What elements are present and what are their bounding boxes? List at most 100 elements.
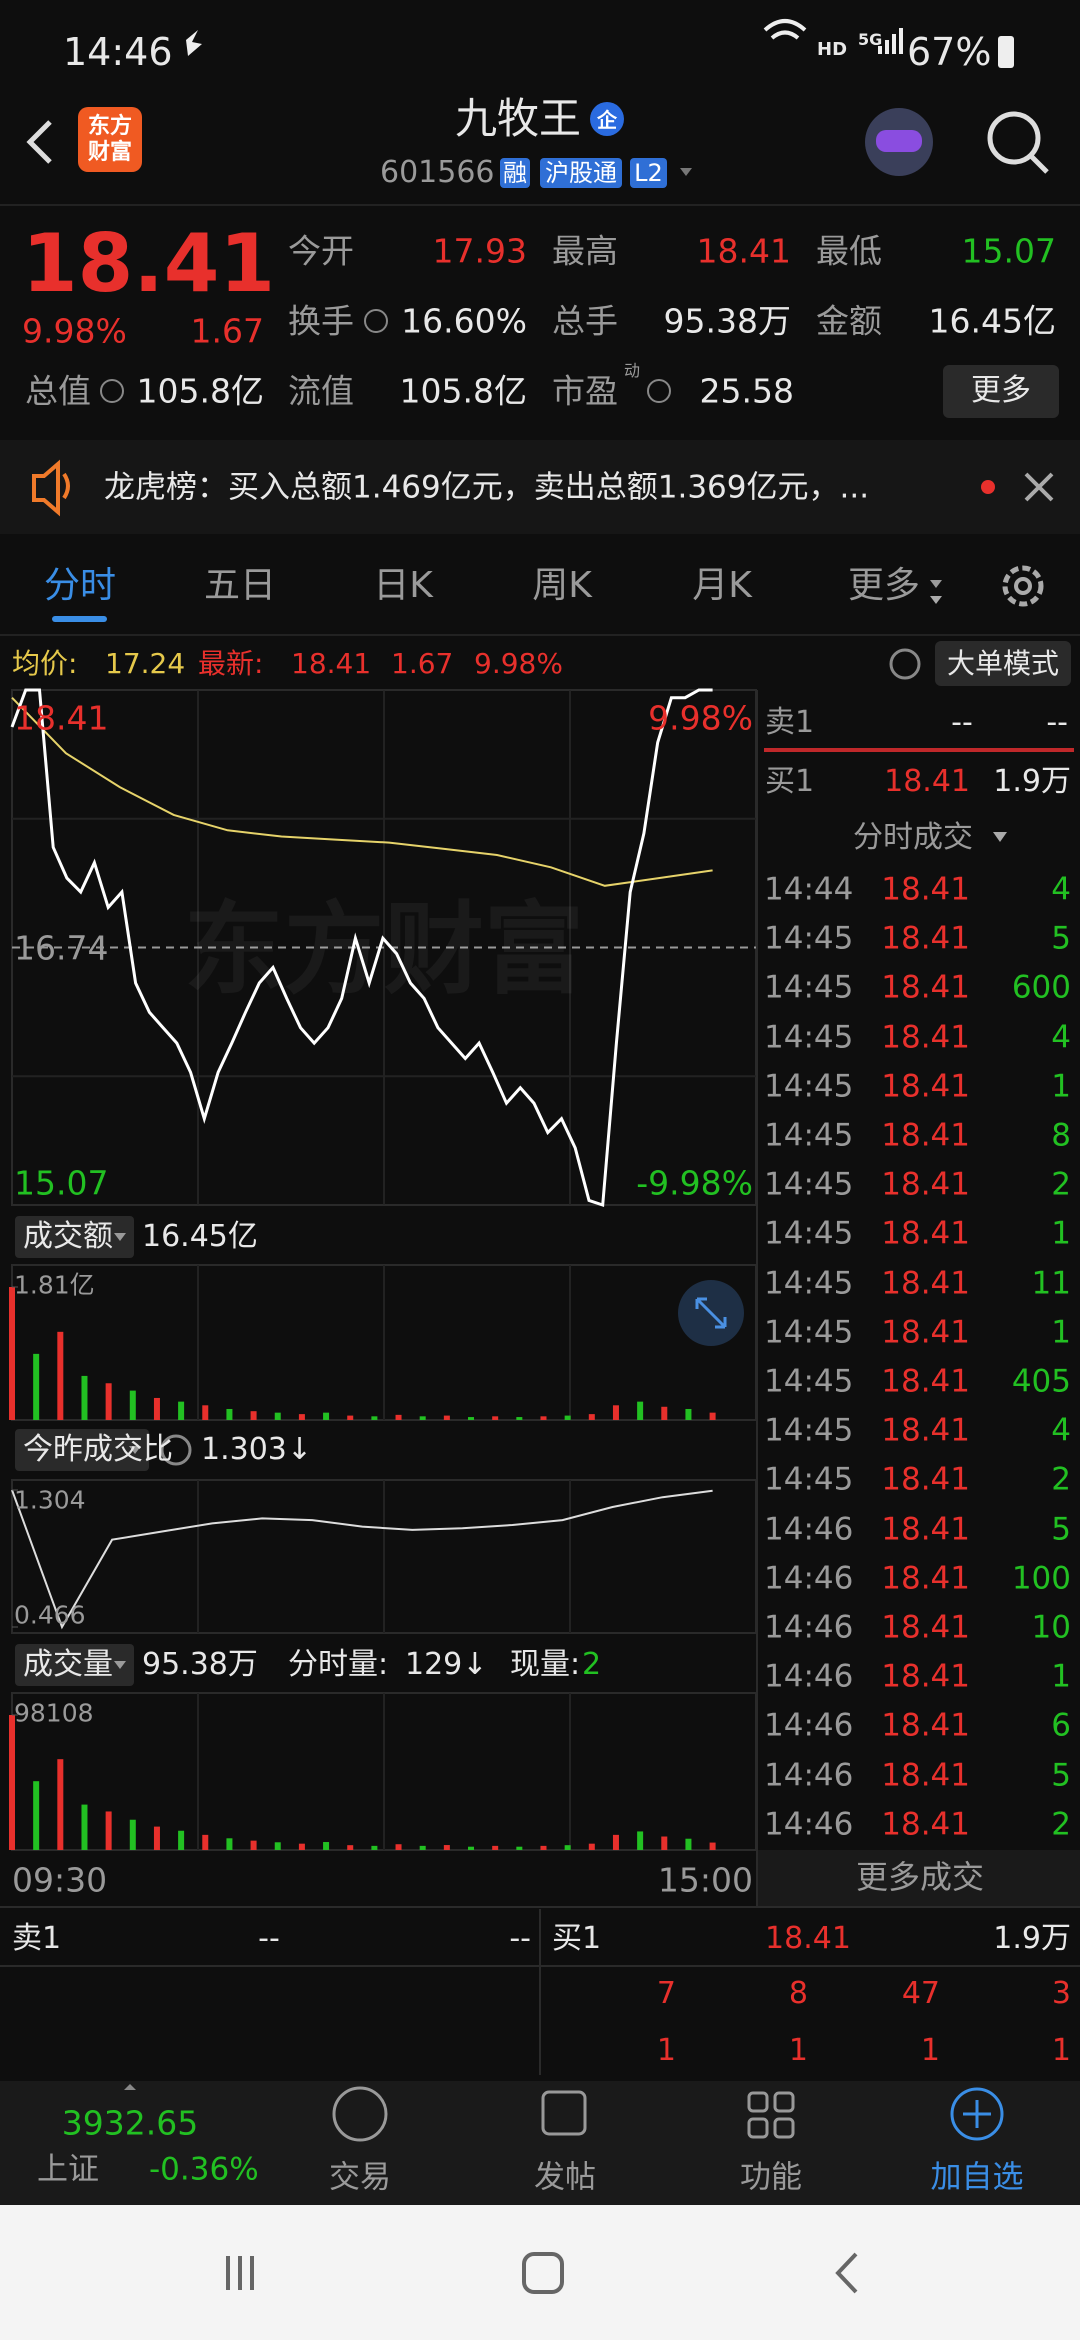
tab[interactable]: 五日	[203, 565, 277, 606]
mode-button-bg[interactable]	[935, 641, 1071, 686]
home-button[interactable]	[522, 2252, 564, 2294]
volume-bar	[564, 1845, 571, 1850]
nav-item[interactable]: 功能	[740, 2159, 802, 2196]
back-icon[interactable]	[26, 120, 52, 164]
volume-bar	[323, 1412, 330, 1420]
volume-bar	[129, 1390, 136, 1420]
volume-bar	[588, 1843, 595, 1850]
more-button[interactable]: 更多	[971, 373, 1031, 408]
more-trades-bg[interactable]	[758, 1850, 1080, 1906]
volume-bar	[516, 1417, 523, 1420]
help-icon[interactable]	[889, 648, 921, 680]
field-label: 换手	[288, 301, 354, 341]
field-superscript: 动	[624, 361, 641, 380]
notice-text[interactable]: 龙虎榜：买入总额1.469亿元，卖出总额1.369亿元，...	[104, 469, 870, 506]
order-qty: 1	[656, 2033, 676, 2068]
more-trades[interactable]: 更多成交	[855, 1858, 985, 1896]
ratio-current: 1.303↓	[201, 1432, 313, 1467]
volume-bar	[153, 1826, 160, 1850]
trade-qty: 1	[1051, 1068, 1071, 1105]
settings-icon[interactable]	[1002, 565, 1044, 607]
settings-icon-core	[1014, 577, 1032, 595]
field-value: 105.8亿	[399, 371, 527, 411]
trade-qty: 10	[1031, 1609, 1071, 1646]
info-icon[interactable]	[364, 309, 388, 333]
trade-qty: 4	[1051, 1019, 1071, 1056]
x-tick-label: 15:00	[657, 1860, 753, 1900]
expand-arrow[interactable]	[124, 2084, 136, 2090]
volume-bar	[178, 1401, 185, 1420]
tab[interactable]: 月K	[692, 565, 752, 606]
indicator-label[interactable]: 成交量	[23, 1647, 113, 1682]
bid-label: 买1	[552, 1921, 602, 1956]
dropdown-icon[interactable]	[680, 168, 692, 176]
y-tick-label: 1.81亿	[14, 1270, 95, 1300]
tab[interactable]: 日K	[373, 565, 433, 606]
tab[interactable]: 周K	[532, 565, 592, 606]
post-icon[interactable]	[541, 2090, 587, 2136]
logo-text: 东方	[87, 114, 133, 139]
recents-button[interactable]	[226, 2256, 254, 2290]
tab[interactable]: 分时	[43, 565, 117, 606]
index-name[interactable]: 上证	[37, 2151, 99, 2188]
app-logo[interactable]	[78, 107, 142, 172]
trade-qty: 5	[1051, 1757, 1071, 1794]
nav-item[interactable]: 交易	[329, 2159, 391, 2196]
trade-time: 14:46	[764, 1806, 854, 1843]
volume-bar	[274, 1412, 281, 1420]
trade-icon[interactable]	[332, 2086, 388, 2142]
notice-bar[interactable]	[0, 440, 1080, 534]
field-label: 流值	[288, 371, 354, 411]
volume-bar	[395, 1414, 402, 1420]
index-value[interactable]: 3932.65	[61, 2103, 199, 2143]
nav-item[interactable]: 发帖	[534, 2159, 596, 2196]
nav-item[interactable]: 加自选	[930, 2159, 1024, 2196]
more-button-bg[interactable]	[943, 365, 1059, 418]
minute-volume: 129↓	[405, 1647, 488, 1682]
trade-qty: 4	[1051, 871, 1071, 908]
dropdown-icon	[114, 1661, 126, 1669]
info-icon[interactable]	[647, 379, 671, 403]
mode-button[interactable]: 大单模式	[946, 647, 1060, 680]
ask-qty: --	[1046, 705, 1068, 740]
trades-title[interactable]: 分时成交	[853, 820, 973, 855]
trade-time: 14:45	[764, 1412, 854, 1449]
logo-text: 财富	[87, 140, 133, 165]
indicator-label[interactable]: 成交额	[23, 1219, 113, 1254]
indicator-label[interactable]: 今昨成交比	[23, 1432, 173, 1467]
trade-time: 14:45	[764, 1068, 854, 1105]
index-change[interactable]: -0.36%	[149, 2151, 259, 2188]
volume-bar	[612, 1834, 619, 1850]
trade-time: 14:45	[764, 1461, 854, 1498]
field-value: 17.93	[432, 231, 527, 271]
add-icon[interactable]	[950, 2087, 1004, 2141]
wifi-icon	[763, 19, 807, 40]
help-icon[interactable]	[160, 1434, 192, 1466]
avg-label: 均价:	[12, 647, 78, 680]
stock-tag[interactable]: 融	[500, 158, 530, 188]
indicator-selector	[15, 1644, 134, 1686]
field-value: 18.41	[696, 231, 791, 271]
info-icon[interactable]	[100, 379, 124, 403]
volume-bar	[419, 1416, 426, 1420]
function-icon[interactable]	[747, 2091, 795, 2139]
stock-tag[interactable]: L2	[630, 158, 667, 188]
last-label: 最新:	[198, 647, 264, 680]
stock-tag[interactable]: 沪股通	[540, 158, 622, 188]
close-icon[interactable]	[1024, 472, 1054, 502]
trade-time: 14:45	[764, 1215, 854, 1252]
dropdown-icon[interactable]	[993, 832, 1007, 842]
search-icon[interactable]	[987, 111, 1041, 165]
order-qty: 1	[788, 2033, 808, 2068]
trade-qty: 8	[1051, 1117, 1071, 1154]
trade-time: 14:45	[764, 1265, 854, 1302]
divider	[0, 1906, 1080, 1908]
volume-bar	[57, 1759, 64, 1850]
system-back-button[interactable]	[835, 2252, 858, 2294]
tab[interactable]: 更多	[847, 565, 921, 606]
ask-label: 卖1	[765, 705, 815, 740]
signal-icon	[878, 28, 903, 54]
trade-time: 14:45	[764, 1166, 854, 1203]
ask-qty: --	[509, 1921, 531, 1956]
volume-bar	[612, 1405, 619, 1420]
